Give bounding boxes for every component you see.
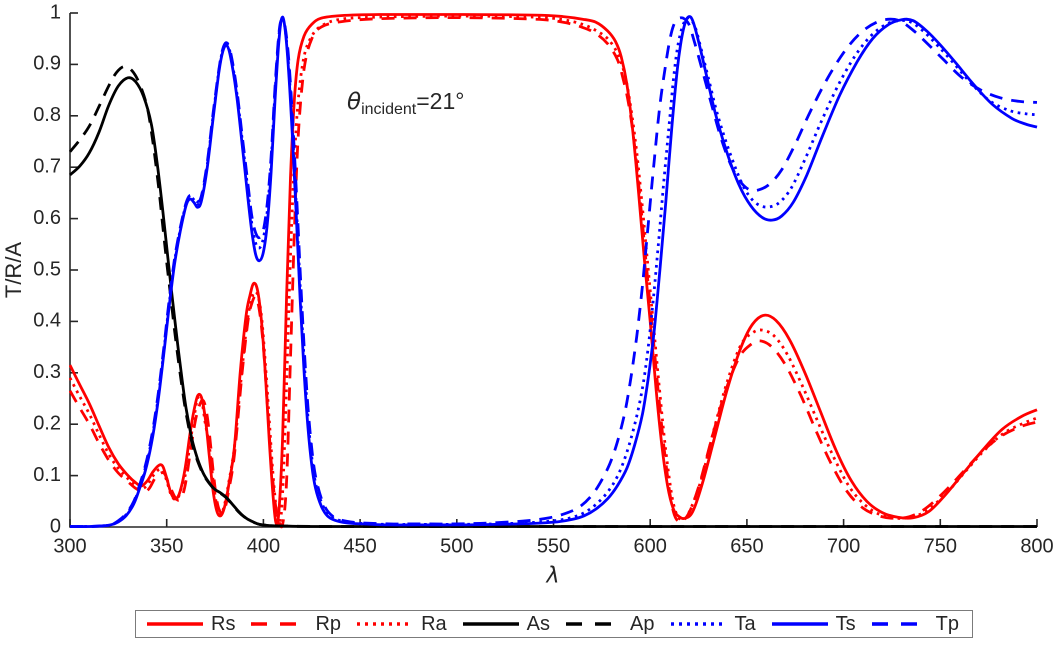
theta-value: =21° bbox=[416, 88, 465, 114]
x-tick-label: 500 bbox=[440, 535, 473, 557]
curve-As bbox=[69, 76, 1037, 528]
x-axis-label: λ bbox=[546, 563, 560, 589]
curves bbox=[69, 13, 1038, 529]
y-tick-label: 0.2 bbox=[33, 412, 61, 434]
y-tick-label: 0.5 bbox=[33, 258, 61, 280]
legend-label-Ra: Ra bbox=[421, 613, 447, 635]
y-axis-label: T/R/A bbox=[1, 241, 26, 299]
x-tick-label: 450 bbox=[343, 535, 376, 557]
legend-entry-Rp: Rp bbox=[250, 614, 341, 634]
y-tick-label: 0.6 bbox=[33, 207, 61, 229]
legend-sample-Tp bbox=[871, 622, 928, 626]
y-tick-label: 0 bbox=[50, 515, 61, 537]
x-tick-label: 750 bbox=[924, 535, 957, 557]
legend: Rs Rp Ra As Ap Ta Ts Tp bbox=[135, 610, 973, 638]
theta-symbol: θ bbox=[347, 89, 362, 115]
legend-sample-Rs bbox=[147, 622, 203, 626]
x-tick-label: 350 bbox=[150, 535, 183, 557]
legend-sample-Ap bbox=[566, 622, 623, 626]
x-tick-label: 550 bbox=[537, 535, 570, 557]
legend-label-Tp: Tp bbox=[935, 613, 959, 635]
legend-sample-Ra bbox=[357, 622, 414, 626]
y-tick-label: 0.8 bbox=[33, 104, 61, 126]
x-tick-label: 600 bbox=[634, 535, 667, 557]
curve-Ap bbox=[69, 65, 1037, 528]
legend-entry-As: As bbox=[462, 614, 550, 634]
legend-label-Ap: Ap bbox=[630, 613, 655, 635]
x-tick-label: 700 bbox=[827, 535, 860, 557]
x-tick-label: 400 bbox=[247, 535, 280, 557]
legend-entry-Ta: Ta bbox=[670, 614, 756, 634]
x-tick-label: 300 bbox=[53, 535, 86, 557]
y-tick-label: 0.4 bbox=[33, 310, 61, 332]
y-tick-label: 0.3 bbox=[33, 361, 61, 383]
legend-entry-Ra: Ra bbox=[356, 614, 447, 634]
y-tick-label: 1 bbox=[50, 1, 61, 23]
legend-label-Ts: Ts bbox=[835, 613, 856, 635]
legend-sample-As bbox=[462, 622, 519, 626]
legend-entry-Ap: Ap bbox=[565, 614, 654, 634]
legend-entry-Rs: Rs bbox=[146, 614, 235, 634]
legend-sample-Ta bbox=[670, 622, 727, 626]
legend-label-Ta: Ta bbox=[734, 613, 756, 635]
legend-sample-Ts bbox=[771, 622, 828, 626]
legend-label-As: As bbox=[526, 613, 550, 635]
axes: 300 350 400 450 500 550 600 650 700 750 800 0 0.1 0.2… bbox=[33, 1, 1054, 557]
curve-Ra bbox=[69, 14, 1038, 527]
y-tick-label: 0.1 bbox=[33, 464, 61, 486]
legend-entry-Ts: Ts bbox=[771, 614, 856, 634]
curve-Tp bbox=[69, 16, 1038, 528]
annotation-theta-incident: θincident=21° bbox=[347, 88, 464, 119]
y-tick-label: 0.9 bbox=[33, 53, 61, 75]
y-tick-label: 0.7 bbox=[33, 155, 61, 177]
legend-sample-Rp bbox=[251, 622, 308, 626]
curve-Rp bbox=[69, 16, 1038, 529]
legend-label-Rp: Rp bbox=[315, 613, 342, 635]
x-tick-label: 800 bbox=[1020, 535, 1053, 557]
x-tick-label: 650 bbox=[730, 535, 763, 557]
legend-label-Rs: Rs bbox=[211, 613, 236, 635]
legend-entry-Tp: Tp bbox=[871, 614, 959, 634]
theta-subscript: incident bbox=[361, 101, 417, 118]
